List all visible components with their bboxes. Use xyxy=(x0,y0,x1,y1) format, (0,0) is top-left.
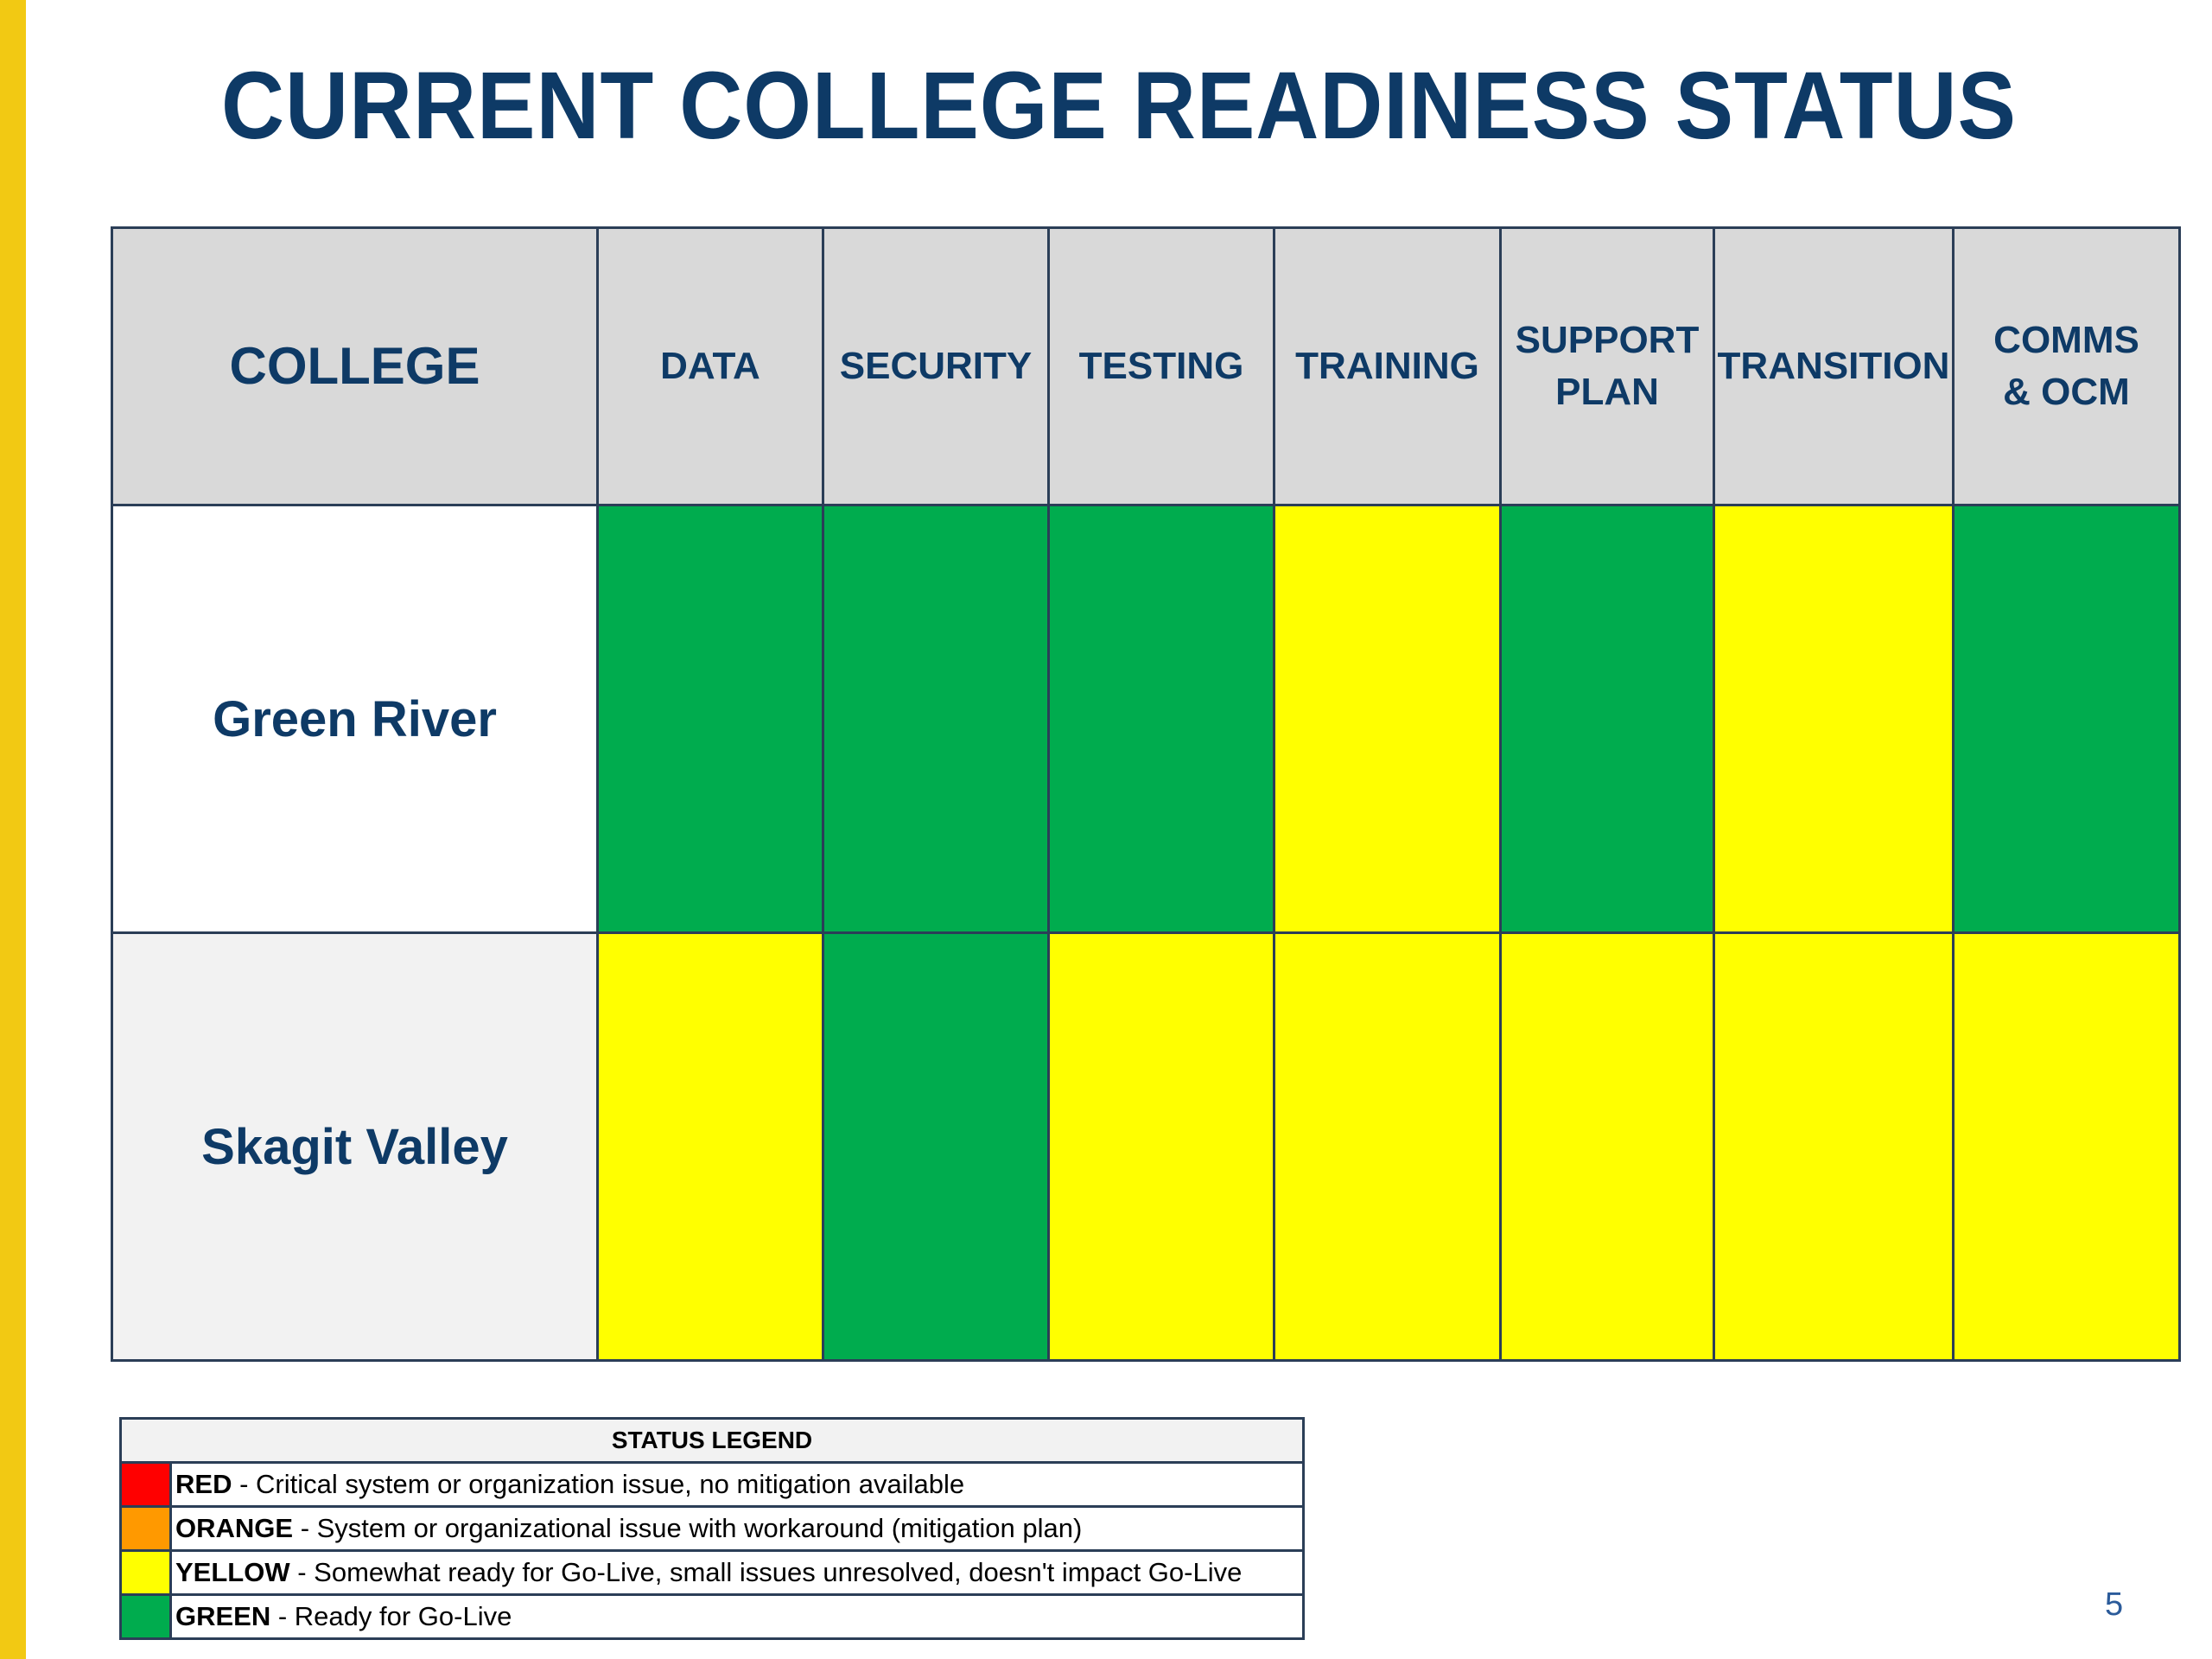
status-cell-testing xyxy=(1047,931,1275,1362)
legend-item: GREEN - Ready for Go-Live xyxy=(119,1593,1305,1640)
column-header-data: DATA xyxy=(596,226,824,506)
table-row: Skagit Valley xyxy=(111,931,2181,1362)
legend-item: ORANGE - System or organizational issue … xyxy=(119,1505,1305,1552)
column-header-training: TRAINING xyxy=(1273,226,1502,506)
column-header-security: SECURITY xyxy=(822,226,1050,506)
status-cell-security xyxy=(822,504,1050,934)
legend-label: GREEN xyxy=(175,1601,271,1631)
college-name: Skagit Valley xyxy=(111,931,599,1362)
table-row: Green River xyxy=(111,504,2181,934)
legend-label: ORANGE xyxy=(175,1513,294,1543)
status-cell-training xyxy=(1273,931,1502,1362)
column-header-transition: TRANSITION xyxy=(1713,226,1955,506)
legend-swatch-yellow xyxy=(119,1549,172,1596)
legend-swatch-green xyxy=(119,1593,172,1640)
column-header-college: COLLEGE xyxy=(111,226,599,506)
column-header-testing: TESTING xyxy=(1047,226,1275,506)
legend-label: YELLOW xyxy=(175,1557,290,1587)
status-cell-data xyxy=(596,504,824,934)
legend-title: STATUS LEGEND xyxy=(119,1417,1305,1464)
status-cell-support-plan xyxy=(1499,504,1715,934)
page-number: 5 xyxy=(2105,1586,2124,1623)
legend-description: - Ready for Go-Live xyxy=(270,1601,512,1631)
status-cell-transition xyxy=(1713,931,1955,1362)
legend-swatch-orange xyxy=(119,1505,172,1552)
slide-title: CURRENT COLLEGE READINESS STATUS xyxy=(221,53,2017,159)
status-cell-testing xyxy=(1047,504,1275,934)
column-header-comms-ocm: COMMS & OCM xyxy=(1952,226,2181,506)
status-cell-training xyxy=(1273,504,1502,934)
legend-item: RED - Critical system or organization is… xyxy=(119,1461,1305,1508)
status-cell-comms-ocm xyxy=(1952,504,2181,934)
status-cell-support-plan xyxy=(1499,931,1715,1362)
legend-description: - System or organizational issue with wo… xyxy=(293,1513,1083,1543)
status-cell-comms-ocm xyxy=(1952,931,2181,1362)
legend-description: - Somewhat ready for Go-Live, small issu… xyxy=(289,1557,1243,1587)
status-cell-data xyxy=(596,931,824,1362)
table-header-row: COLLEGE DATA SECURITY TESTING TRAINING S… xyxy=(111,226,2181,506)
legend-description: - Critical system or organization issue,… xyxy=(232,1469,965,1499)
status-cell-security xyxy=(822,931,1050,1362)
legend-item: YELLOW - Somewhat ready for Go-Live, sma… xyxy=(119,1549,1305,1596)
status-cell-transition xyxy=(1713,504,1955,934)
column-header-support-plan: SUPPORT PLAN xyxy=(1499,226,1715,506)
readiness-table: COLLEGE DATA SECURITY TESTING TRAINING S… xyxy=(111,226,2181,1362)
college-name: Green River xyxy=(111,504,599,934)
status-legend: STATUS LEGEND RED - Critical system or o… xyxy=(119,1417,1305,1640)
legend-label: RED xyxy=(175,1469,232,1499)
legend-swatch-red xyxy=(119,1461,172,1508)
accent-bar xyxy=(0,0,26,1659)
